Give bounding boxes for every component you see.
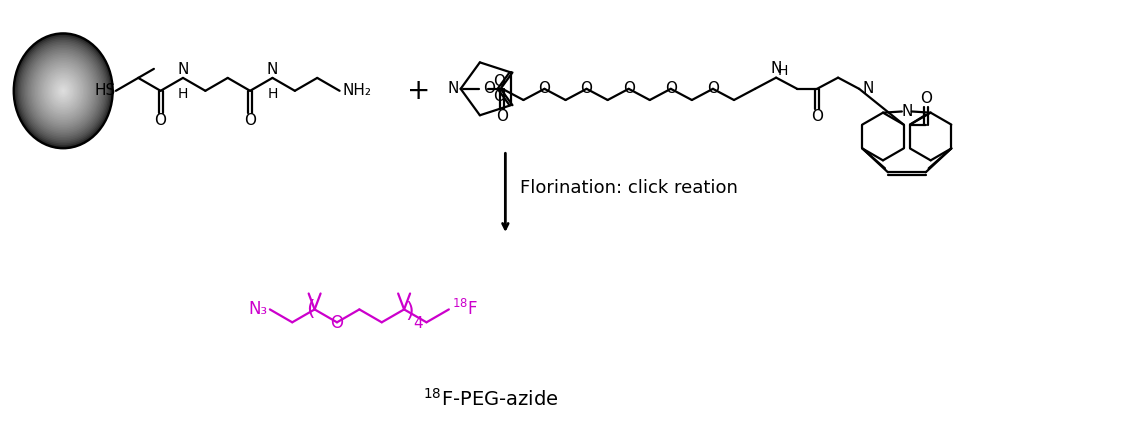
Ellipse shape [20, 41, 105, 140]
Ellipse shape [36, 59, 90, 122]
Ellipse shape [46, 71, 81, 111]
Ellipse shape [55, 81, 72, 101]
Text: O: O [331, 314, 343, 332]
Ellipse shape [45, 69, 82, 112]
Text: $^{18}$F: $^{18}$F [452, 299, 478, 319]
Ellipse shape [47, 73, 79, 109]
Ellipse shape [38, 61, 89, 121]
Ellipse shape [25, 46, 101, 135]
Text: O: O [623, 81, 635, 96]
Text: $^{18}$F-PEG-azide: $^{18}$F-PEG-azide [423, 388, 559, 410]
Text: +: + [407, 77, 431, 105]
Text: H: H [267, 87, 277, 101]
Ellipse shape [62, 89, 65, 92]
Text: (: ( [306, 299, 315, 319]
Text: O: O [496, 109, 508, 124]
Text: HS: HS [94, 83, 116, 99]
Ellipse shape [26, 48, 100, 134]
Text: NH₂: NH₂ [342, 83, 371, 99]
Ellipse shape [24, 45, 103, 137]
Ellipse shape [35, 58, 92, 124]
Text: N: N [267, 62, 278, 77]
Text: O: O [539, 81, 551, 96]
Text: N: N [177, 62, 188, 77]
Ellipse shape [15, 35, 111, 147]
Ellipse shape [17, 36, 110, 145]
Ellipse shape [22, 43, 104, 138]
Text: O: O [665, 81, 677, 96]
Ellipse shape [13, 33, 113, 148]
Ellipse shape [40, 65, 86, 117]
Ellipse shape [61, 88, 66, 94]
Text: H: H [177, 87, 188, 101]
Text: N: N [862, 81, 874, 96]
Ellipse shape [33, 55, 94, 127]
Ellipse shape [30, 53, 95, 129]
Ellipse shape [56, 82, 71, 99]
Text: N: N [901, 104, 912, 119]
Ellipse shape [52, 78, 74, 104]
Text: O: O [494, 89, 505, 104]
Ellipse shape [18, 38, 109, 144]
Text: O: O [484, 81, 496, 96]
Ellipse shape [28, 49, 99, 132]
Ellipse shape [42, 66, 84, 115]
Text: N: N [448, 81, 459, 96]
Text: O: O [811, 109, 824, 124]
Text: O: O [580, 81, 592, 96]
Ellipse shape [49, 74, 77, 107]
Ellipse shape [19, 40, 108, 142]
Text: ): ) [405, 301, 413, 322]
Text: O: O [707, 81, 719, 96]
Ellipse shape [29, 51, 98, 130]
Text: Florination: click reation: Florination: click reation [521, 179, 738, 197]
Text: O: O [920, 91, 932, 106]
Ellipse shape [50, 76, 76, 105]
Text: H: H [778, 64, 789, 78]
Ellipse shape [34, 56, 93, 125]
Ellipse shape [53, 79, 73, 102]
Text: N₃: N₃ [249, 300, 268, 319]
Ellipse shape [59, 86, 67, 96]
Ellipse shape [44, 68, 83, 114]
Text: 4: 4 [413, 316, 423, 331]
Ellipse shape [39, 63, 88, 119]
Text: O: O [245, 113, 256, 128]
Text: O: O [494, 74, 505, 89]
Ellipse shape [57, 84, 68, 97]
Text: O: O [155, 113, 166, 128]
Text: N: N [771, 61, 782, 76]
